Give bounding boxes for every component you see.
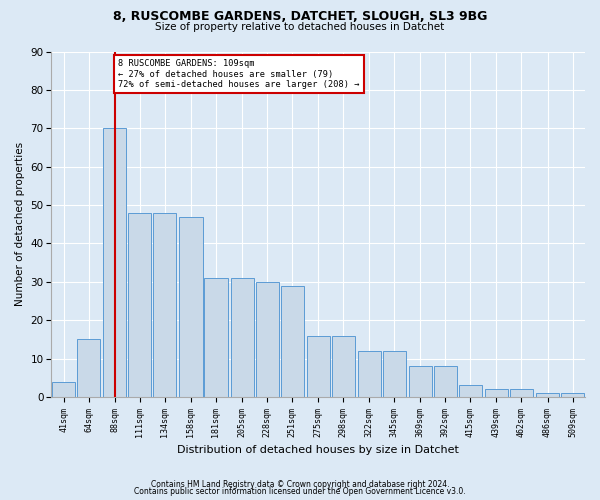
Bar — [434, 366, 457, 397]
Bar — [52, 382, 76, 397]
Bar — [510, 390, 533, 397]
Bar — [230, 278, 254, 397]
Bar — [307, 336, 329, 397]
Text: 8 RUSCOMBE GARDENS: 109sqm
← 27% of detached houses are smaller (79)
72% of semi: 8 RUSCOMBE GARDENS: 109sqm ← 27% of deta… — [118, 59, 359, 89]
X-axis label: Distribution of detached houses by size in Datchet: Distribution of detached houses by size … — [177, 445, 459, 455]
Bar — [77, 340, 100, 397]
Bar — [128, 212, 151, 397]
Bar — [536, 393, 559, 397]
Bar — [154, 212, 176, 397]
Bar — [281, 286, 304, 397]
Bar — [358, 351, 381, 397]
Text: 8, RUSCOMBE GARDENS, DATCHET, SLOUGH, SL3 9BG: 8, RUSCOMBE GARDENS, DATCHET, SLOUGH, SL… — [113, 10, 487, 23]
Bar — [103, 128, 127, 397]
Bar — [179, 216, 203, 397]
Bar — [485, 390, 508, 397]
Bar — [205, 278, 227, 397]
Text: Contains public sector information licensed under the Open Government Licence v3: Contains public sector information licen… — [134, 487, 466, 496]
Bar — [409, 366, 432, 397]
Text: Size of property relative to detached houses in Datchet: Size of property relative to detached ho… — [155, 22, 445, 32]
Bar — [383, 351, 406, 397]
Bar — [459, 386, 482, 397]
Bar — [332, 336, 355, 397]
Bar — [256, 282, 278, 397]
Text: Contains HM Land Registry data © Crown copyright and database right 2024.: Contains HM Land Registry data © Crown c… — [151, 480, 449, 489]
Y-axis label: Number of detached properties: Number of detached properties — [15, 142, 25, 306]
Bar — [561, 393, 584, 397]
